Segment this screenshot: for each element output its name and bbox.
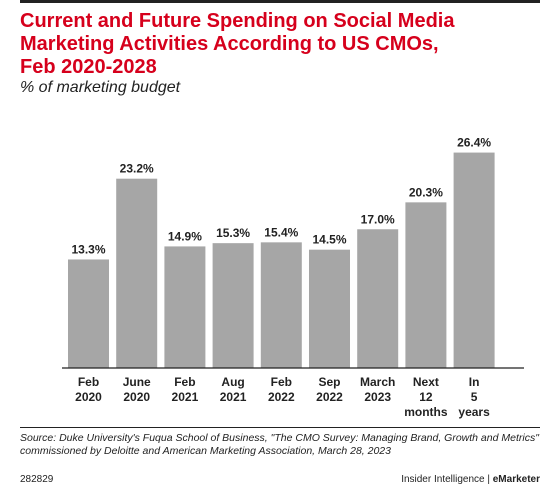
x-tick-label: Next 12 months — [404, 375, 448, 419]
top-rule — [20, 0, 540, 3]
x-tick-label: Feb 2022 — [268, 375, 295, 404]
bar-chart: 13.3% Feb 2020 23.2% June 2020 14.9% Feb 2021 15.… — [62, 136, 524, 419]
bar — [164, 246, 206, 368]
x-tick-label: June 2020 — [123, 375, 151, 404]
chart-subtitle: % of marketing budget — [20, 79, 181, 96]
brand-right: eMarketer — [492, 474, 540, 485]
footer-rule — [20, 427, 540, 428]
x-tick-label: Aug 2021 — [220, 375, 247, 404]
chart-title: Current and Future Spending on Social Me… — [20, 10, 455, 78]
data-label: 14.5% — [312, 233, 346, 247]
x-tick-label: Sep 2022 — [316, 375, 343, 404]
x-tick-label: In 5 years — [458, 375, 490, 419]
x-tick-label: Feb 2020 — [75, 375, 102, 404]
brand-credit: Insider Intelligence | eMarketer — [401, 474, 540, 485]
x-tick-label: Feb 2021 — [172, 375, 199, 404]
data-label: 13.3% — [71, 242, 105, 256]
data-label: 23.2% — [120, 162, 154, 176]
x-tick-label: March 2023 — [360, 375, 395, 404]
data-label: 17.0% — [361, 212, 395, 226]
bar — [212, 243, 254, 368]
bar — [68, 259, 109, 368]
chart-id: 282829 — [20, 474, 54, 485]
data-label: 26.4% — [457, 136, 491, 150]
source-note: Source: Duke University's Fuqua School o… — [20, 432, 539, 457]
data-label: 14.9% — [168, 229, 202, 243]
data-label: 15.3% — [216, 226, 250, 240]
bar — [260, 242, 302, 368]
brand-separator: | — [484, 474, 493, 485]
brand-left: Insider Intelligence — [401, 474, 485, 485]
bar — [357, 229, 399, 368]
bar — [405, 202, 447, 368]
bar — [453, 152, 495, 368]
bar — [309, 249, 350, 368]
data-label: 15.4% — [264, 225, 298, 239]
data-label: 20.3% — [409, 185, 443, 199]
bar — [116, 178, 158, 368]
